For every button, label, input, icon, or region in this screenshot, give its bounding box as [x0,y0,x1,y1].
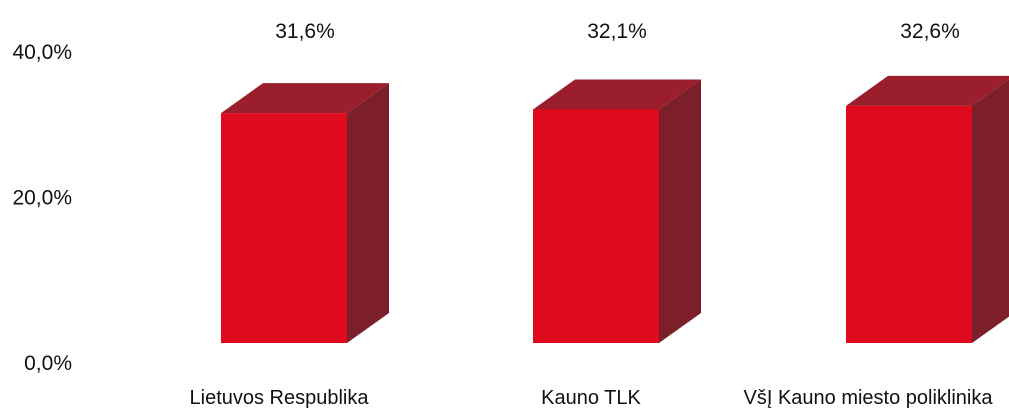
bar [846,75,1009,344]
category-label: Kauno TLK [541,387,641,409]
bar-side-face [659,79,701,343]
data-label: 31,6% [275,20,335,43]
bar [221,83,389,344]
bar-side-face [972,79,1009,343]
bar [533,79,701,343]
bar-top-face [533,79,701,110]
bar-top-face [846,75,1009,106]
category-label: VšĮ Kauno miesto poliklinika [743,387,993,409]
data-label: 32,6% [900,20,960,43]
y-tick-label: 0,0% [24,352,72,375]
y-tick-label: 20,0% [12,187,72,210]
bar-front-face [846,105,972,344]
x-axis: Lietuvos Respublika Kauno TLK VšĮ Kauno mi… [190,387,994,409]
y-axis: 0,0% 20,0% 40,0% [12,41,72,375]
data-labels-group: 31,6% 32,1% 32,6% [275,20,960,43]
bar-front-face [533,109,659,343]
bar-side-face [347,83,389,344]
data-label: 32,1% [587,20,647,43]
y-tick-label: 40,0% [12,41,72,64]
bars-group [221,75,1009,344]
bar-top-face [221,83,389,114]
category-label: Lietuvos Respublika [190,387,370,409]
bar-front-face [221,113,347,343]
